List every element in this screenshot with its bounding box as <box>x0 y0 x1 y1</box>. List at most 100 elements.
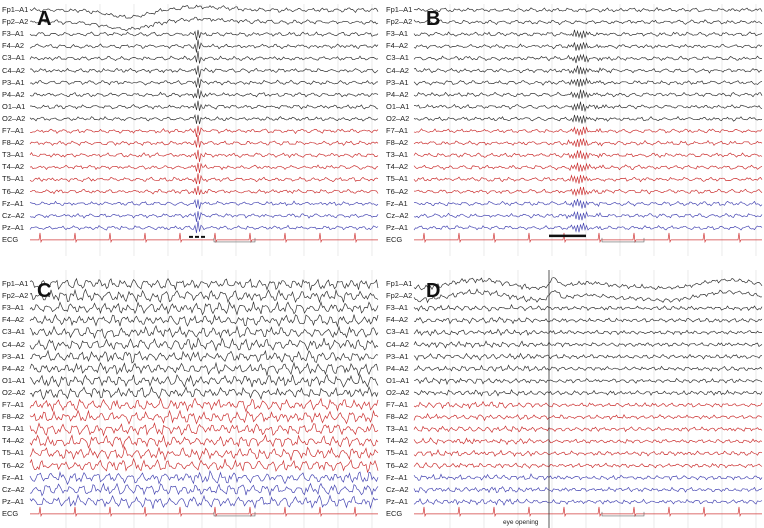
channel-label: T4–A2 <box>386 436 409 446</box>
eeg-trace <box>413 473 763 481</box>
eye-opening-annotation: eye opening <box>503 519 539 526</box>
channel-label: F8–A2 <box>2 412 25 422</box>
eeg-trace <box>29 173 379 185</box>
channel-label: Fp1–A1 <box>386 5 413 14</box>
panel-label: D <box>426 280 441 302</box>
eeg-trace <box>414 506 762 518</box>
eeg-trace <box>413 437 763 446</box>
eeg-trace <box>413 352 763 361</box>
channel-label: T3–A1 <box>2 424 25 434</box>
channel-label: Pz–A1 <box>2 222 25 232</box>
channel-label: O2–A2 <box>386 113 410 123</box>
channel-label: Fp1–A1 <box>2 5 29 14</box>
eeg-trace <box>29 482 379 497</box>
channel-label: Fz–A1 <box>386 472 408 482</box>
channel-label: T3–A1 <box>2 150 25 160</box>
eeg-trace <box>29 149 379 162</box>
scale-bar <box>213 237 256 243</box>
eeg-trace <box>29 134 379 148</box>
eeg-trace <box>413 6 763 13</box>
panel-label: A <box>37 8 52 30</box>
channel-label: T4–A2 <box>2 162 25 172</box>
channel-label: P4–A2 <box>2 89 25 99</box>
eeg-trace <box>29 88 379 99</box>
eeg-trace <box>413 498 763 506</box>
channel-label: ECG <box>2 508 19 518</box>
eeg-trace <box>29 162 379 173</box>
eeg-trace <box>29 77 379 88</box>
channel-label: P4–A2 <box>386 89 409 99</box>
channel-label: ECG <box>386 234 403 244</box>
channel-label: F4–A2 <box>386 41 409 51</box>
channel-label: C3–A1 <box>386 53 409 63</box>
eeg-trace <box>413 364 763 372</box>
eeg-trace <box>413 150 763 160</box>
channel-label: Cz–A2 <box>2 210 25 220</box>
eeg-trace <box>29 198 379 210</box>
channel-label: T6–A2 <box>2 186 25 196</box>
channel-label: T3–A1 <box>386 150 409 160</box>
channel-label: O1–A1 <box>386 375 410 385</box>
eeg-trace <box>29 277 379 291</box>
channel-label: O1–A1 <box>386 101 410 111</box>
eeg-trace <box>29 349 379 364</box>
eeg-trace <box>413 388 763 397</box>
eeg-trace <box>413 89 763 99</box>
eeg-trace <box>414 232 762 244</box>
eeg-panel-a: A Fp1–A1 Fp2–A2 F3–A1 F4–A2 C3–A1 C4–A2 P3–A1 P… <box>0 0 380 262</box>
eeg-trace <box>413 449 763 457</box>
channel-label: C4–A2 <box>2 65 25 75</box>
eeg-trace <box>29 220 379 234</box>
channel-label: ECG <box>2 234 19 244</box>
channel-label: T5–A1 <box>2 174 25 184</box>
channel-label: Cz–A2 <box>2 484 25 494</box>
panel-label: C <box>37 280 52 302</box>
channel-label: O1–A1 <box>2 101 26 111</box>
channel-label: F8–A2 <box>386 412 409 422</box>
scale-bar <box>601 511 645 517</box>
eeg-trace <box>413 126 763 136</box>
channel-label: Fp2–A2 <box>386 291 413 301</box>
channel-label: F3–A1 <box>386 29 409 39</box>
channel-label: P3–A1 <box>2 351 25 361</box>
eeg-trace <box>29 373 379 388</box>
eeg-trace <box>29 65 379 78</box>
eeg-trace <box>29 445 379 462</box>
channel-label: T4–A2 <box>386 162 409 172</box>
channel-label: F8–A2 <box>2 138 25 148</box>
channel-label: T6–A2 <box>2 460 25 470</box>
channel-label: F7–A1 <box>386 400 409 409</box>
eeg-trace <box>413 77 763 87</box>
eeg-trace <box>413 186 763 197</box>
channel-label: P3–A1 <box>386 77 409 87</box>
eeg-trace <box>413 425 763 433</box>
eeg-trace <box>413 412 763 422</box>
eeg-trace <box>413 198 763 209</box>
eeg-trace <box>29 125 379 138</box>
channel-label: F4–A2 <box>2 41 25 51</box>
eeg-panel-c: C Fp1–A1 Fp2–A2 F3–A1 F4–A2 C3–A1 C4–A2 P3–A1 P… <box>0 266 380 528</box>
eeg-trace <box>29 313 379 328</box>
channel-label: C3–A1 <box>2 327 25 337</box>
eeg-trace <box>29 493 379 510</box>
eeg-trace <box>413 114 763 124</box>
channel-label: C4–A2 <box>386 65 409 75</box>
channel-label: O2–A2 <box>386 387 410 397</box>
channel-label: T6–A2 <box>386 460 409 470</box>
channel-label: Fp2–A2 <box>386 17 413 27</box>
channel-label: T3–A1 <box>386 424 409 434</box>
scale-bar <box>213 511 256 517</box>
eeg-trace <box>29 433 379 449</box>
eeg-trace <box>29 397 379 413</box>
eeg-trace <box>29 4 379 19</box>
eeg-trace <box>414 377 763 386</box>
channel-label: C3–A1 <box>2 53 25 63</box>
eeg-traces <box>413 4 763 256</box>
eeg-trace <box>413 19 763 26</box>
eeg-trace <box>29 337 379 352</box>
panel-label: B <box>426 8 441 30</box>
eeg-trace <box>29 114 379 125</box>
channel-label: Fp2–A2 <box>2 17 29 27</box>
channel-label: F3–A1 <box>2 303 25 313</box>
channel-label: T4–A2 <box>2 436 25 446</box>
